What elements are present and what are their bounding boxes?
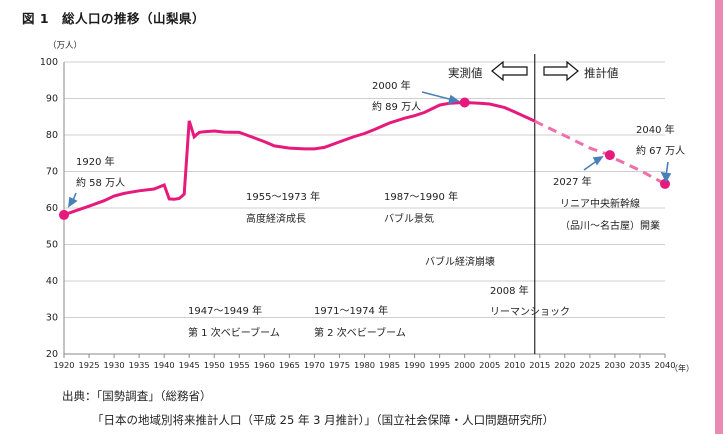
legend-projected-label: 推計値 <box>584 66 619 80</box>
x-tick-label: 2015 <box>529 360 550 370</box>
annotation-linear-line1: リニア中央新幹線 <box>560 197 640 210</box>
highlight-point <box>660 178 670 189</box>
x-tick-label: 1990 <box>404 360 425 370</box>
annotation-lehman-text: リーマンショック <box>490 306 570 318</box>
callout-2040-year: 2040 年 <box>636 123 675 136</box>
x-tick-label: 2010 <box>504 360 525 370</box>
annotation-boom1-years: 1947～1949 年 <box>188 304 262 317</box>
callout-1920-value: 約 58 万人 <box>76 176 125 189</box>
annotation-boom2-text: 第 2 次ベビーブーム <box>314 326 406 339</box>
source-line-1: 出典：「国勢調査」（総務省） <box>62 389 212 403</box>
y-tick-label: 50 <box>46 240 58 251</box>
callout-2040-value: 約 67 万人 <box>636 144 685 157</box>
x-axis-unit: （年） <box>670 363 694 373</box>
y-tick-label: 100 <box>40 57 58 68</box>
x-tick-label: 1970 <box>304 360 325 370</box>
annotation-bubble-years: 1987～1990 年 <box>384 190 458 203</box>
x-tick-label: 1935 <box>129 360 150 370</box>
y-tick-label: 30 <box>46 313 58 324</box>
x-tick-label: 2035 <box>629 360 650 370</box>
x-tick-label: 2025 <box>579 360 600 370</box>
x-tick-label: 1975 <box>329 360 350 370</box>
annotation-boom2-years: 1971～1974 年 <box>314 304 388 317</box>
figure-title: 図 1 総人口の推移（山梨県） <box>22 11 206 26</box>
x-tick-label: 1955 <box>229 360 250 370</box>
y-tick-label: 20 <box>46 349 58 360</box>
y-tick-label: 60 <box>46 203 58 214</box>
legend-projected-arrow <box>543 60 579 82</box>
annotation-lehman-year: 2008 年 <box>490 284 529 297</box>
annotation-boom1-text: 第 1 次ベビーブーム <box>188 326 280 339</box>
x-tick-label: 1965 <box>279 360 300 370</box>
y-tick-label: 80 <box>46 130 58 141</box>
x-tick-label: 1945 <box>179 360 200 370</box>
annotation-bubble-text: バブル景気 <box>384 212 434 225</box>
highlight-point <box>459 97 470 108</box>
annotation-linear-line2: （品川～名古屋）開業 <box>560 219 660 232</box>
pointer-arrows <box>67 91 672 208</box>
x-tick-label: 1995 <box>429 360 450 370</box>
x-tick-label: 1960 <box>254 360 275 370</box>
legend-actual-arrow <box>491 60 528 82</box>
callout-2027-year: 2027 年 <box>553 175 592 188</box>
callout-2000-year: 2000 年 <box>372 79 411 92</box>
highlight-point <box>604 150 615 161</box>
callout-2000-value: 約 89 万人 <box>372 100 421 113</box>
x-tick-label: 1940 <box>154 360 175 370</box>
x-tick-label: 2005 <box>479 360 500 370</box>
highlight-point <box>59 209 69 220</box>
annotation-growth-text: 高度経済成長 <box>246 212 306 225</box>
series-line-projected <box>534 119 666 186</box>
y-tick-label: 90 <box>46 94 58 105</box>
x-tick-label: 1930 <box>104 360 125 370</box>
x-tick-label: 1980 <box>354 360 375 370</box>
callout-1920-year: 1920 年 <box>76 155 115 168</box>
pink-edge-bar <box>715 0 723 434</box>
x-tick-label: 1950 <box>204 360 225 370</box>
x-tick-label: 2030 <box>604 360 625 370</box>
annotation-growth-years: 1955～1973 年 <box>246 190 320 203</box>
annotation-bubble-collapse: バブル経済崩壊 <box>425 255 495 268</box>
y-axis-unit: （万人） <box>48 40 82 51</box>
x-tick-label: 1925 <box>78 360 99 370</box>
x-tick-label: 2020 <box>554 360 575 370</box>
y-tick-label: 70 <box>46 167 58 178</box>
x-tick-label: 1920 <box>53 360 74 370</box>
x-tick-label: 2000 <box>454 360 475 370</box>
series-line-actual <box>63 100 536 217</box>
x-tick-label: 1985 <box>379 360 400 370</box>
source-line-2: 「日本の地域別将来推計人口（平成 25 年 3 月推計）」（国立社会保障・人口問… <box>92 413 555 427</box>
y-tick-label: 40 <box>46 276 58 287</box>
legend-actual-label: 実測値 <box>448 66 483 80</box>
x-tick-label: 2040 <box>654 360 675 370</box>
